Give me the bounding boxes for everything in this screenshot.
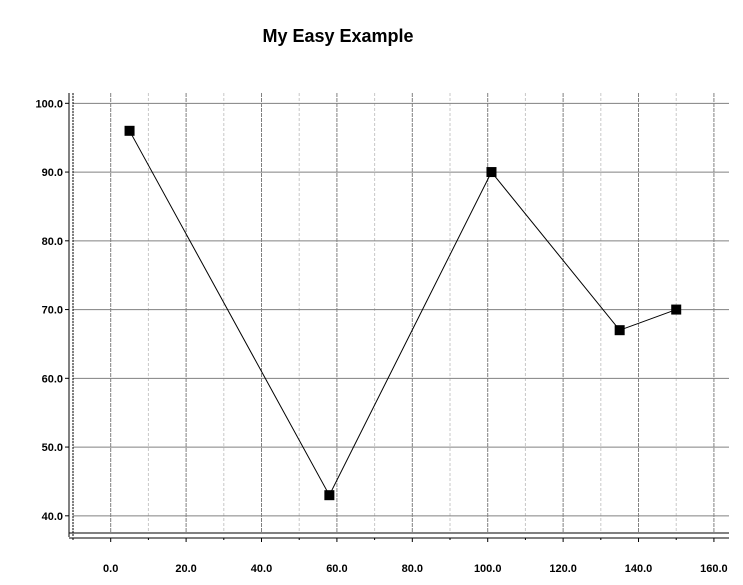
- y-tick-label: 50.0: [42, 442, 63, 454]
- y-tick-label: 70.0: [42, 305, 63, 317]
- data-point-marker: [486, 167, 497, 178]
- x-tick-label: 80.0: [402, 563, 423, 575]
- minor-gridlines: [72, 93, 677, 533]
- y-tick-label: 60.0: [42, 373, 63, 385]
- y-tick-label: 40.0: [42, 511, 63, 523]
- data-point-marker: [614, 325, 625, 336]
- x-tick-label: 0.0: [103, 563, 118, 575]
- y-tick-label: 80.0: [42, 236, 63, 248]
- x-tick-label: 40.0: [251, 563, 272, 575]
- data-point-marker: [324, 490, 335, 501]
- x-tick-label: 20.0: [175, 563, 196, 575]
- data-point-marker: [124, 125, 135, 136]
- x-tick-label: 60.0: [326, 563, 347, 575]
- y-tick-label: 90.0: [42, 167, 63, 179]
- y-tick-label: 100.0: [35, 98, 63, 110]
- data-series: [124, 125, 682, 501]
- axes: [68, 93, 729, 539]
- x-tick-label: 100.0: [474, 563, 502, 575]
- chart-title: My Easy Example: [262, 26, 414, 46]
- x-tick-label: 120.0: [549, 563, 577, 575]
- x-axis-ticks: 0.0 20.0 40.0 60.0 80.0 100.0 120.0 140.0 160.0: [72, 538, 728, 575]
- y-axis-ticks: 40.0 50.0 60.0 70.0 80.0 90.0 100.0: [35, 98, 69, 523]
- x-tick-label: 160.0: [700, 563, 728, 575]
- series-line: [129, 130, 677, 497]
- data-point-marker: [671, 304, 682, 315]
- x-tick-label: 140.0: [625, 563, 653, 575]
- major-gridlines: [73, 93, 729, 533]
